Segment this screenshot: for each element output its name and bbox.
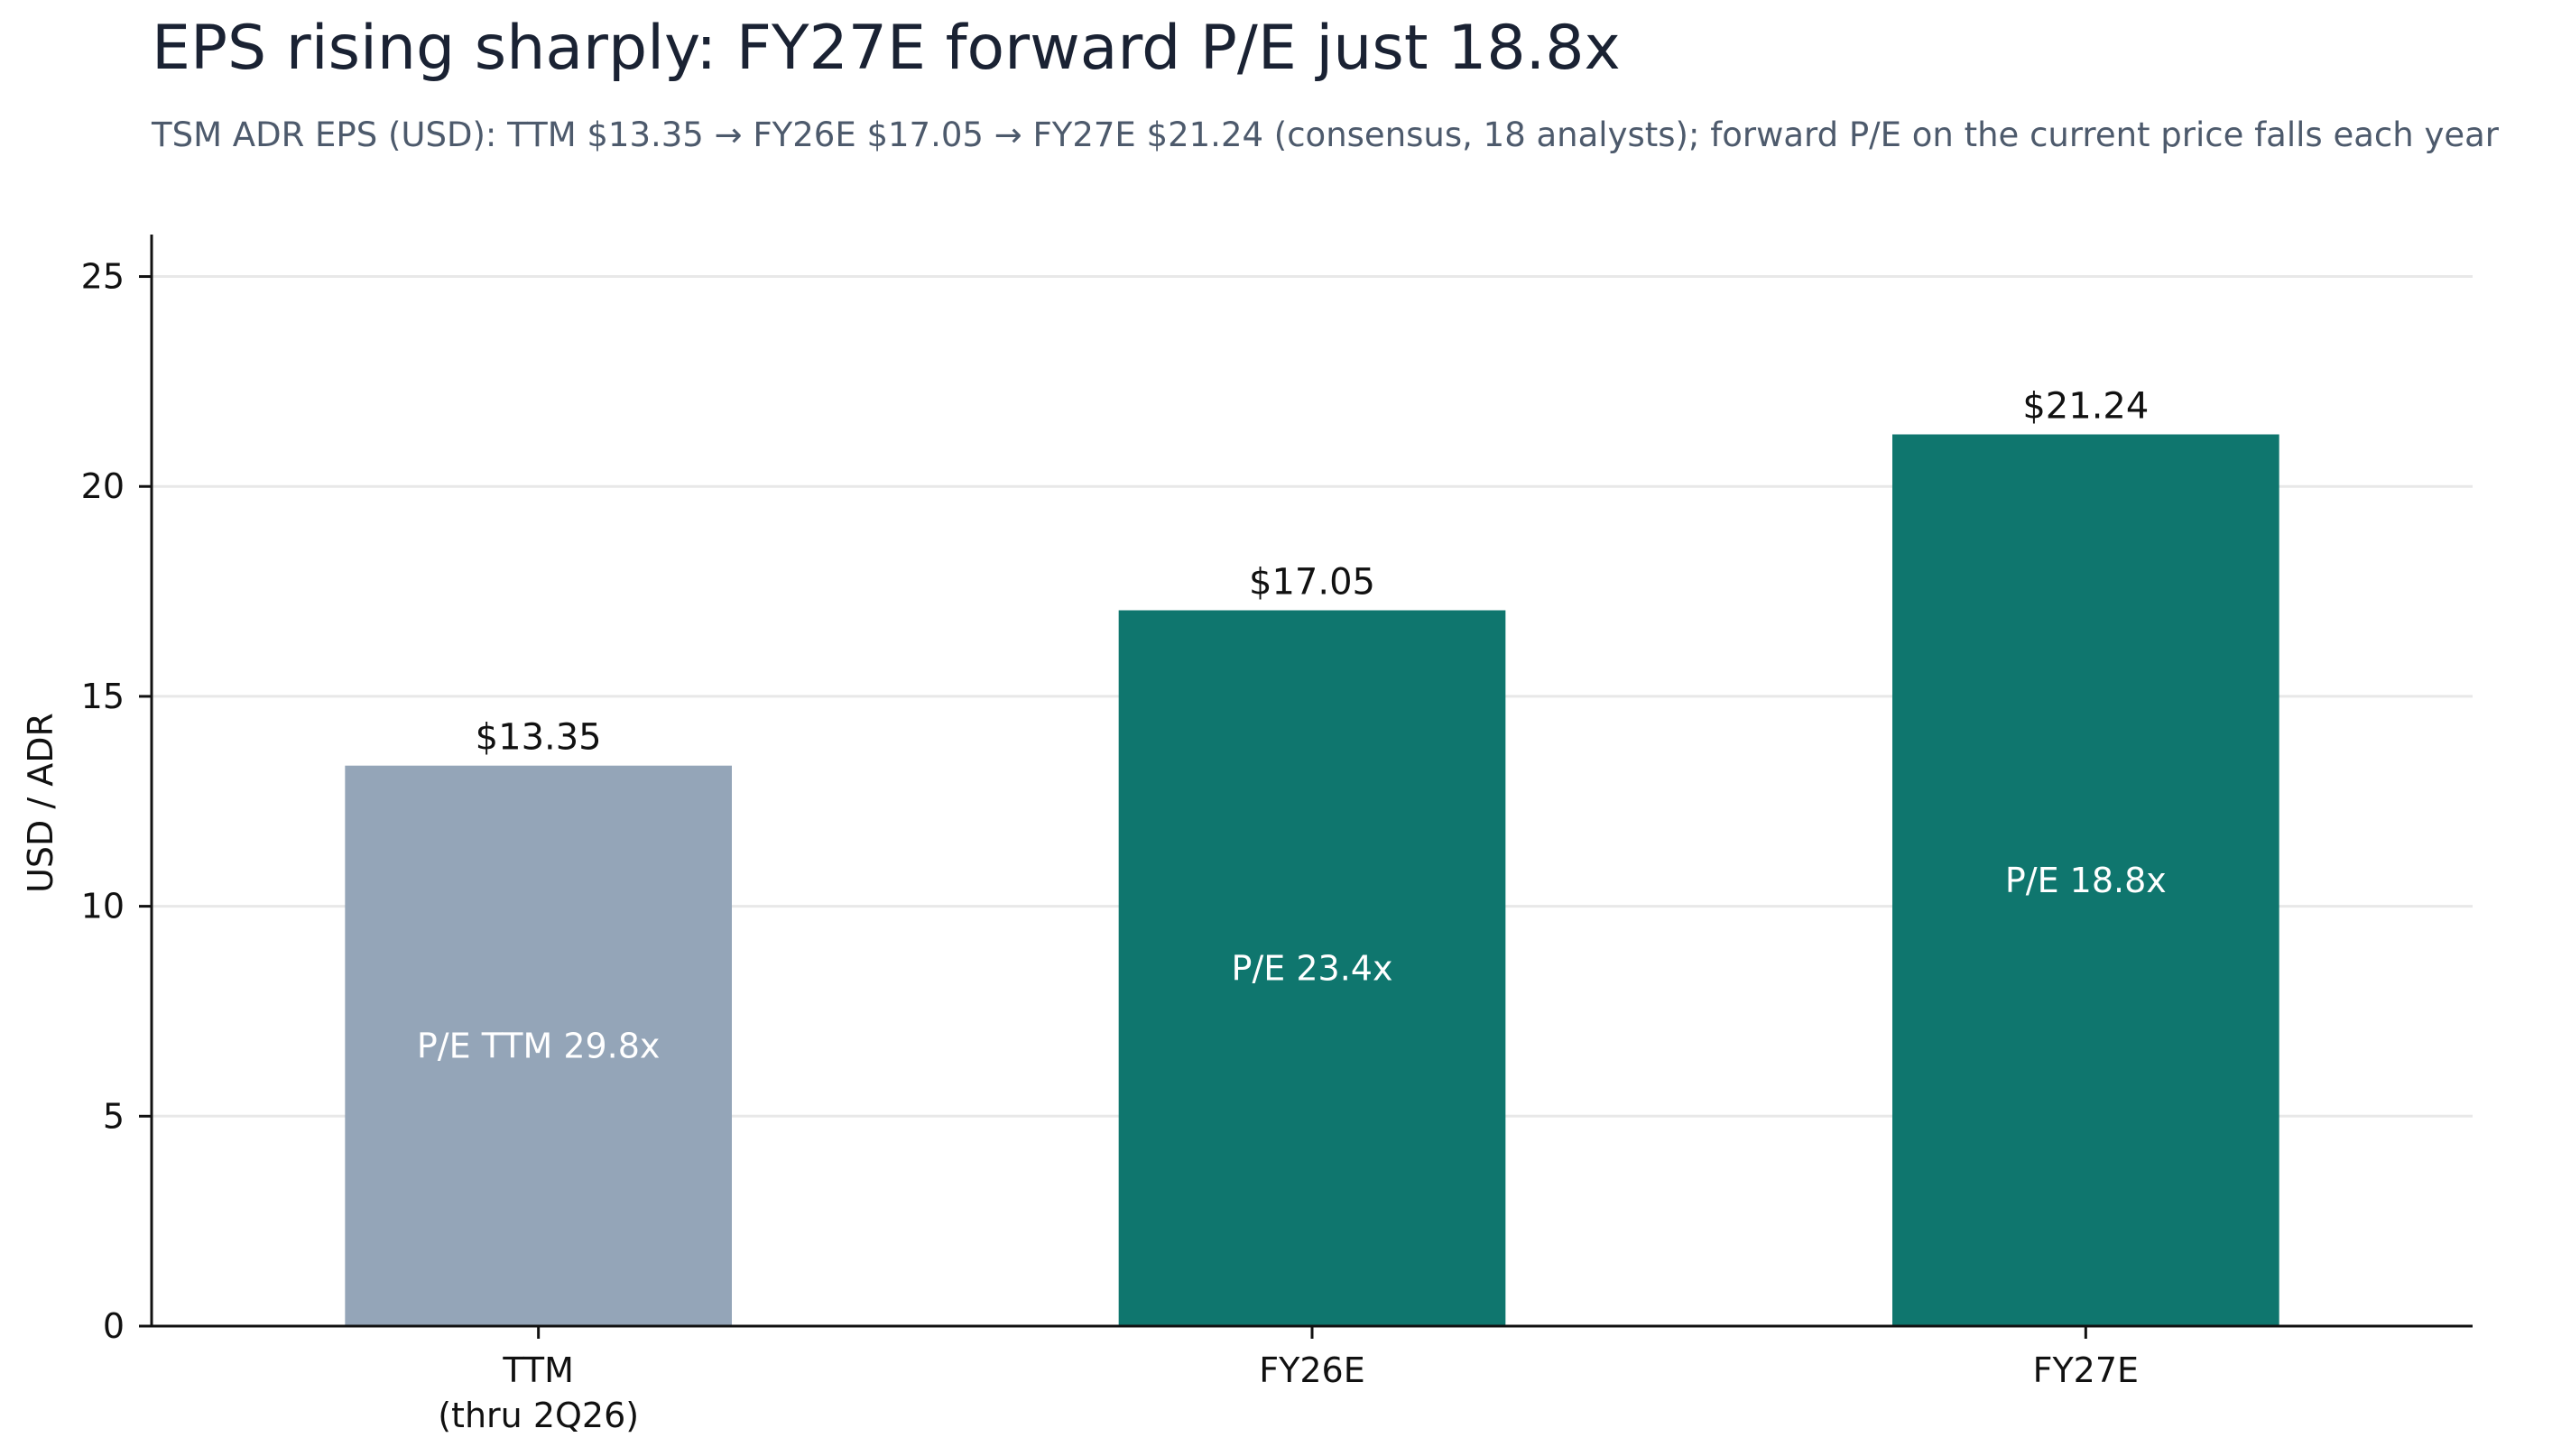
- bar-pe-label: P/E TTM 29.8x: [417, 1026, 661, 1065]
- bar-value-label: $21.24: [2022, 386, 2149, 428]
- chart-title: EPS rising sharply: FY27E forward P/E ju…: [152, 13, 1621, 84]
- chart-subtitle: TSM ADR EPS (USD): TTM $13.35 → FY26E $1…: [152, 115, 2499, 154]
- x-tick-label: TTM: [502, 1350, 574, 1390]
- x-tick-label: (thru 2Q26): [438, 1396, 639, 1435]
- axes: [139, 235, 2473, 1339]
- bar-pe-label: P/E 18.8x: [2005, 861, 2167, 900]
- bar-value-label: $13.35: [476, 717, 602, 759]
- y-tick-label: 0: [103, 1306, 125, 1346]
- y-tick-label: 15: [81, 677, 125, 716]
- bar-value-label: $17.05: [1249, 562, 1375, 604]
- x-tick-label: FY27E: [2033, 1350, 2139, 1390]
- x-tick-label: FY26E: [1259, 1350, 1364, 1390]
- bar-pe-label: P/E 23.4x: [1232, 948, 1393, 988]
- bar: [1892, 434, 2279, 1326]
- labels: 0 5 10 15 20 25 $13.35 P/E TTM 29.8x TTM (thru 2Q…: [81, 257, 2167, 1435]
- y-tick-label: 25: [81, 257, 125, 297]
- y-tick-label: 10: [81, 887, 125, 926]
- y-tick-label: 20: [81, 466, 125, 506]
- bars: [345, 434, 2279, 1326]
- bar: [1118, 610, 1506, 1326]
- y-axis-title: USD / ADR: [21, 713, 60, 893]
- y-tick-label: 5: [103, 1096, 125, 1136]
- bar: [345, 765, 732, 1326]
